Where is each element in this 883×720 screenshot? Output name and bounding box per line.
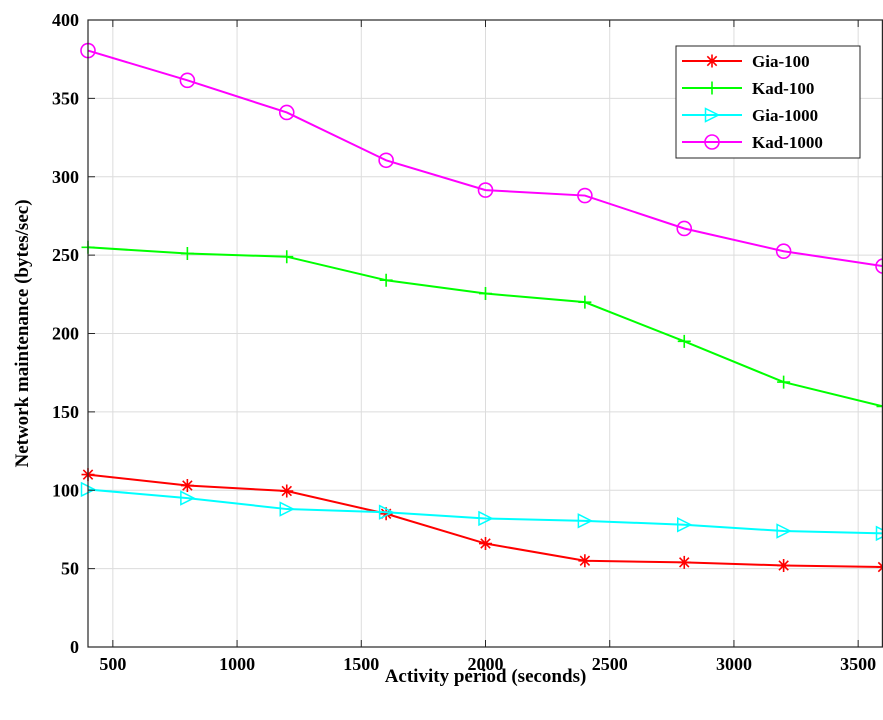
y-tick-label: 300 [52,167,79,187]
data-point [577,513,594,529]
y-axis-label: Network maintenance (bytes/sec) [12,199,33,467]
legend-item: Kad-1000 [682,133,823,152]
x-axis-label: Activity period (seconds) [385,666,587,687]
y-tick-label: 350 [52,88,79,108]
data-point [180,479,194,493]
data-point [378,152,394,169]
data-point [777,558,791,572]
y-tick-label: 0 [70,637,79,657]
data-point [875,525,883,542]
y-tick-label: 400 [52,10,79,30]
y-tick-label: 150 [52,402,79,422]
data-point [577,187,593,204]
data-point [379,507,393,521]
legend-item: Gia-1000 [682,106,818,125]
y-tick-label: 200 [52,324,79,344]
tick-marks [88,19,859,648]
x-tick-labels: 500 1000 1500 2000 2500 3000 3500 [99,654,876,674]
y-tick-label: 50 [61,559,79,579]
data-point [379,273,393,287]
data-point [479,287,492,301]
data-point [677,334,691,348]
series-kad-100 [81,240,883,413]
legend-label: Kad-100 [752,79,814,98]
data-point [875,258,883,274]
data-point [677,555,691,569]
data-point [677,517,693,533]
legend-item: Gia-100 [682,52,810,71]
data-point [179,72,196,89]
x-tick-label: 3500 [840,654,876,674]
x-tick-label: 2000 [468,654,504,674]
series-line [87,488,883,535]
series-kad-1000 [80,42,883,274]
data-point [578,554,592,568]
y-tick-labels: 0 50 100 150 200 250 300 350 400 [52,10,79,657]
series-gia-100 [81,468,883,574]
legend-marker [705,81,719,95]
x-tick-label: 1500 [343,654,379,674]
data-point [280,484,294,498]
data-point [278,104,295,121]
data-point [479,537,492,551]
legend-label: Gia-100 [752,52,810,71]
data-point [180,247,194,261]
data-point [279,501,295,517]
x-tick-label: 500 [99,654,126,674]
legend-marker [705,54,719,68]
legend-marker [704,134,720,150]
series-layer [80,42,883,574]
data-point [478,510,494,527]
data-point [280,250,294,264]
data-point [180,490,196,506]
data-point [776,523,792,539]
legend-item: Kad-100 [682,79,814,98]
data-point [578,295,592,309]
x-tick-label: 1000 [219,654,255,674]
data-point [676,220,693,237]
legend-label: Gia-1000 [752,106,818,125]
legend-label: Kad-1000 [752,133,823,152]
x-tick-label: 2500 [592,654,628,674]
data-point [477,182,494,198]
data-point [777,375,791,389]
legend-box [675,45,861,159]
data-point [378,504,395,520]
data-point [876,399,883,413]
legend-marker [704,107,721,123]
data-point [775,243,792,260]
x-tick-label: 3000 [716,654,752,674]
series-line [87,49,883,268]
legend: Gia-100 Kad-100 Gia-1000 Kad-1000 [675,45,861,159]
y-tick-label: 100 [52,480,79,500]
y-tick-label: 250 [52,245,79,265]
